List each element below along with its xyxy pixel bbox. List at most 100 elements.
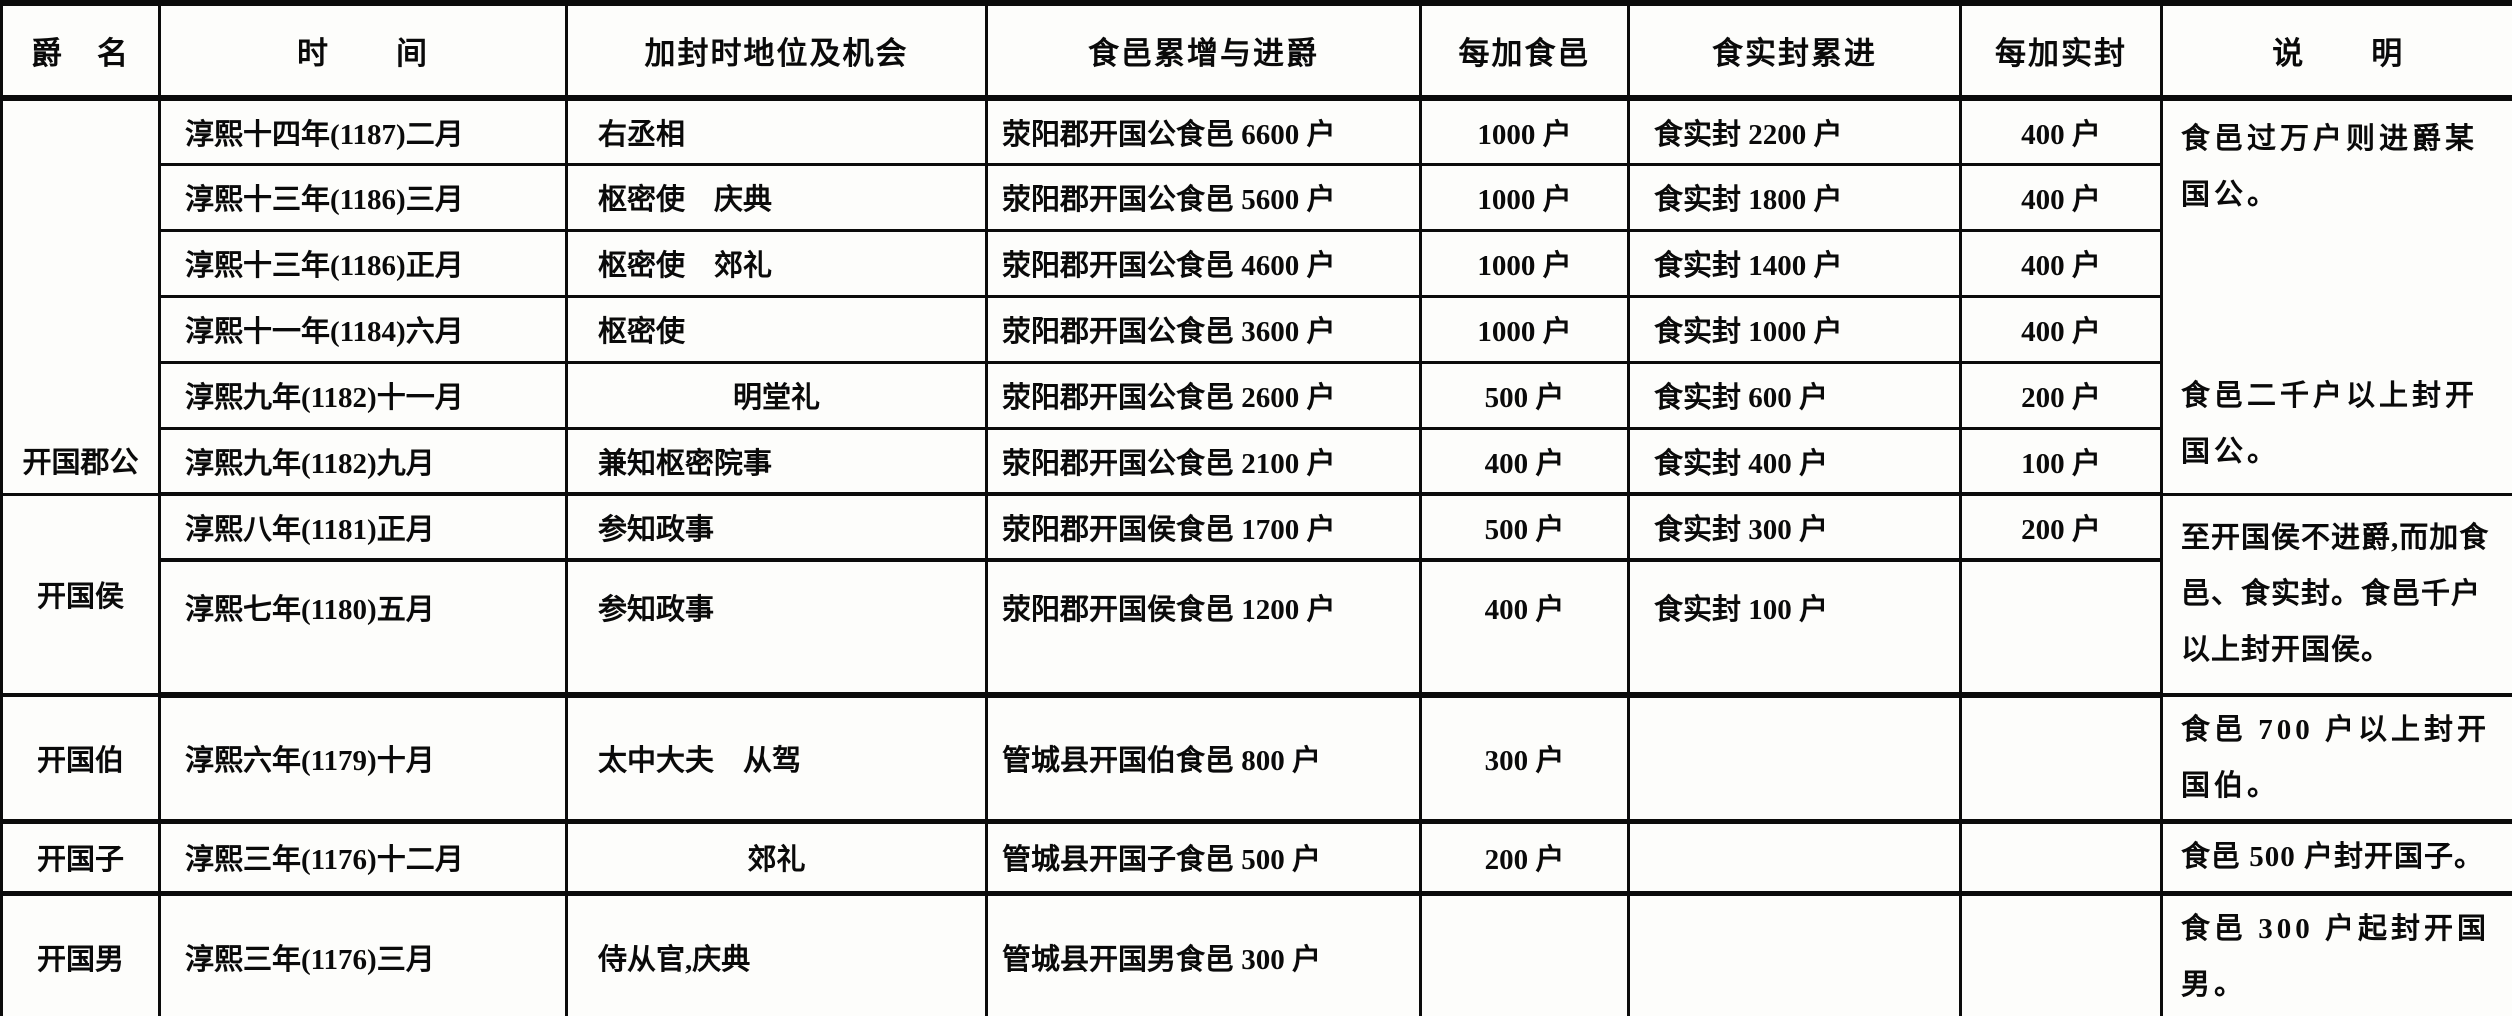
cell-shifeng: 食实封 1000 户 — [1627, 294, 1962, 364]
cell-shifeng: 食实封 300 户 — [1627, 492, 1962, 562]
cell-time: 淳熙十三年(1186)三月 — [158, 162, 568, 232]
cell-shifeng: 食实封 2200 户 — [1627, 96, 1962, 166]
rank-label-kaiguozi: 开国子 — [0, 819, 161, 896]
table-row: 开国伯 淳熙六年(1179)十月 太中大夫 从驾 管城县开国伯食邑 800 户 … — [0, 693, 2512, 824]
table-row: 淳熙九年(1182)九月 兼知枢密院事 荥阳郡开国公食邑 2100 户 400 … — [2, 426, 2512, 496]
cell-time: 淳熙十一年(1184)六月 — [158, 294, 568, 364]
cell-position: 参知政事 — [565, 492, 988, 562]
table-row: 开国侯 淳熙八年(1181)正月 参知政事 荥阳郡开国侯食邑 1700 户 50… — [0, 492, 2512, 697]
cell-fief-add: 1000 户 — [1419, 162, 1630, 232]
cell-shifeng-add: 100 户 — [1959, 426, 2163, 496]
table-row: 淳熙七年(1180)五月 参知政事 荥阳郡开国侯食邑 1200 户 400 户 … — [2, 558, 2512, 698]
cell-fief-add: 500 户 — [1419, 360, 1630, 430]
cell-time: 淳熙八年(1181)正月 — [158, 492, 568, 562]
cell-shifeng: 食实封 1800 户 — [1627, 162, 1962, 232]
cell-time: 淳熙三年(1176)三月 — [158, 891, 568, 1016]
rank-label-kaiguonan: 开国男 — [0, 891, 161, 1016]
table-row: 开国子 淳熙三年(1176)十二月 郊礼 管城县开国子食邑 500 户 200 … — [0, 819, 2512, 896]
cell-fief: 管城县开国男食邑 300 户 — [985, 891, 1422, 1016]
cell-fief: 管城县开国伯食邑 800 户 — [985, 693, 1422, 824]
cell-shifeng-add: 400 户 — [1959, 162, 2163, 232]
cell-fief: 荥阳郡开国公食邑 2600 户 — [985, 360, 1422, 430]
cell-fief: 荥阳郡开国侯食邑 1200 户 — [985, 558, 1422, 698]
cell-shifeng: 食实封 600 户 — [1627, 360, 1962, 430]
note-kaiguobo: 食邑 700 户以上封开国伯。 — [2160, 693, 2512, 824]
cell-shifeng-add: 400 户 — [1959, 228, 2163, 298]
cell-shifeng — [1627, 819, 1962, 896]
cell-time: 淳熙九年(1182)九月 — [158, 426, 568, 496]
cell-time: 淳熙九年(1182)十一月 — [158, 360, 568, 430]
cell-shifeng-add: 400 户 — [1959, 294, 2163, 364]
cell-shifeng-add: 400 户 — [1959, 96, 2163, 166]
cell-fief: 荥阳郡开国公食邑 3600 户 — [985, 294, 1422, 364]
table-row: 淳熙十三年(1186)正月 枢密使 郊礼 荥阳郡开国公食邑 4600 户 100… — [2, 228, 2512, 298]
col-header-time: 时 间 — [158, 0, 568, 101]
table-row: 淳熙十一年(1184)六月 枢密使 荥阳郡开国公食邑 3600 户 1000 户… — [2, 294, 2512, 364]
cell-fief: 荥阳郡开国公食邑 4600 户 — [985, 228, 1422, 298]
col-header-shifeng-add: 每加实封 — [1959, 0, 2163, 101]
table-header: 爵 名 时 间 加封时地位及机会 食邑累增与进爵 每加食邑 食实封累进 每加实封… — [0, 0, 2512, 101]
cell-position: 太中大夫 从驾 — [565, 693, 988, 824]
cell-position: 兼知枢密院事 — [565, 426, 988, 496]
col-header-rank: 爵 名 — [0, 0, 161, 101]
col-header-position: 加封时地位及机会 — [565, 0, 988, 101]
table-row: 开国男 淳熙三年(1176)三月 侍从官,庆典 管城县开国男食邑 300 户 食… — [0, 891, 2512, 1016]
cell-position: 枢密使 — [565, 294, 988, 364]
rank-label-kaiguobo: 开国伯 — [0, 693, 161, 824]
cell-fief-add: 200 户 — [1419, 819, 1630, 896]
col-header-fief: 食邑累增与进爵 — [985, 0, 1422, 101]
cell-fief: 荥阳郡开国公食邑 5600 户 — [985, 162, 1422, 232]
cell-position: 参知政事 — [565, 558, 988, 698]
note-gongjue: 食邑过万户则进爵某国公。 食邑二千户以上封开国公。 — [2160, 96, 2512, 496]
cell-shifeng-add — [1959, 693, 2163, 824]
table-row: 淳熙九年(1182)十一月 明堂礼 荥阳郡开国公食邑 2600 户 500 户 … — [2, 360, 2512, 430]
cell-position: 枢密使 庆典 — [565, 162, 988, 232]
cell-fief-add: 500 户 — [1419, 492, 1630, 562]
cell-shifeng-add — [1959, 891, 2163, 1016]
rank-label-junguogong: 开国郡公 — [0, 96, 161, 496]
cell-time: 淳熙十四年(1187)二月 — [158, 96, 568, 166]
cell-position: 右丞相 — [565, 96, 988, 166]
cell-fief: 荥阳郡开国侯食邑 1700 户 — [985, 492, 1422, 562]
cell-shifeng-add: 200 户 — [1959, 492, 2163, 562]
cell-shifeng-add — [1959, 558, 2163, 698]
cell-fief: 荥阳郡开国公食邑 2100 户 — [985, 426, 1422, 496]
cell-shifeng-add — [1959, 819, 2163, 896]
cell-time: 淳熙十三年(1186)正月 — [158, 228, 568, 298]
cell-position: 明堂礼 — [565, 360, 988, 430]
table-row: 开国郡公 淳熙十四年(1187)二月 右丞相 荥阳郡开国公食邑 6600 户 1… — [0, 96, 2512, 496]
cell-fief-add — [1419, 891, 1630, 1016]
cell-fief-add: 300 户 — [1419, 693, 1630, 824]
cell-position: 郊礼 — [565, 819, 988, 896]
cell-time: 淳熙六年(1179)十月 — [158, 693, 568, 824]
cell-time: 淳熙七年(1180)五月 — [158, 558, 568, 698]
col-header-shifeng: 食实封累进 — [1627, 0, 1962, 101]
col-header-note: 说 明 — [2160, 0, 2512, 101]
cell-fief-add: 1000 户 — [1419, 96, 1630, 166]
cell-shifeng-add: 200 户 — [1959, 360, 2163, 430]
note-kaiguonan: 食邑 300 户起封开国男。 — [2160, 891, 2512, 1016]
cell-time: 淳熙三年(1176)十二月 — [158, 819, 568, 896]
cell-fief: 荥阳郡开国公食邑 6600 户 — [985, 96, 1422, 166]
note-paragraph: 食邑过万户则进爵某国公。 — [2181, 123, 2479, 211]
cell-fief-add: 1000 户 — [1419, 294, 1630, 364]
cell-fief-add: 400 户 — [1419, 558, 1630, 698]
cell-shifeng: 食实封 100 户 — [1627, 558, 1962, 698]
note-paragraph: 食邑二千户以上封开国公。 — [2181, 380, 2479, 468]
col-header-fief-add: 每加食邑 — [1419, 0, 1630, 101]
note-kaiguozi: 食邑 500 户封开国子。 — [2160, 819, 2512, 896]
cell-shifeng — [1627, 693, 1962, 824]
cell-position: 侍从官,庆典 — [565, 891, 988, 1016]
cell-shifeng: 食实封 400 户 — [1627, 426, 1962, 496]
note-kaiguohou: 至开国侯不进爵,而加食邑、食实封。食邑千户以上封开国侯。 — [2160, 492, 2512, 697]
cell-fief-add: 400 户 — [1419, 426, 1630, 496]
rank-label-kaiguohou: 开国侯 — [0, 492, 161, 697]
cell-fief: 管城县开国子食邑 500 户 — [985, 819, 1422, 896]
table-row: 淳熙十三年(1186)三月 枢密使 庆典 荥阳郡开国公食邑 5600 户 100… — [2, 162, 2512, 232]
cell-position: 枢密使 郊礼 — [565, 228, 988, 298]
cell-shifeng: 食实封 1400 户 — [1627, 228, 1962, 298]
cell-shifeng — [1627, 891, 1962, 1016]
header-row: 爵 名 时 间 加封时地位及机会 食邑累增与进爵 每加食邑 食实封累进 每加实封… — [0, 0, 2512, 101]
